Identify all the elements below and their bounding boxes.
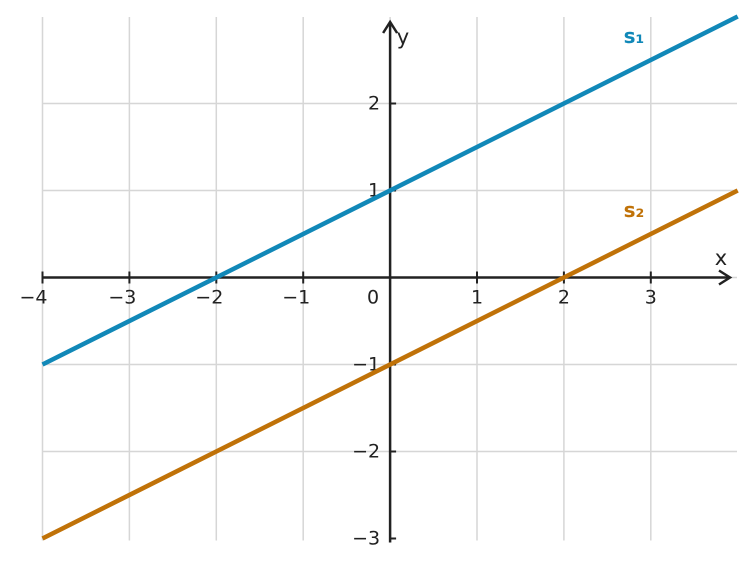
- series-label-s2: s₂: [624, 198, 645, 222]
- y-axis-arrowhead: [382, 19, 399, 34]
- series-lines: [41, 14, 739, 541]
- y-tick-label: 2: [368, 93, 380, 115]
- y-tick-label: −3: [352, 528, 380, 550]
- y-tick-label: −2: [352, 441, 380, 463]
- x-tick-label: −1: [282, 287, 310, 309]
- x-tick-label: −3: [108, 287, 136, 309]
- x-tick-label: 2: [558, 287, 570, 309]
- x-tick-label: −2: [195, 287, 223, 309]
- series-label-s1: s₁: [624, 24, 645, 48]
- x-tick-label: 0: [367, 287, 379, 309]
- x-tick-label: −4: [19, 287, 47, 309]
- series-line-2: [41, 188, 739, 541]
- x-axis-arrowhead: [718, 269, 733, 286]
- x-tick-label: 1: [471, 287, 483, 309]
- x-axis-label: x: [715, 246, 727, 270]
- x-tick-label: 3: [645, 287, 657, 309]
- ticks: −4 −3 −2 −1 0 1 2 321−1−2−3: [19, 93, 656, 550]
- y-tick-label: −1: [352, 354, 380, 376]
- series-line-1: [41, 14, 739, 367]
- y-axis-label: y: [397, 25, 409, 49]
- axes: [42, 19, 733, 543]
